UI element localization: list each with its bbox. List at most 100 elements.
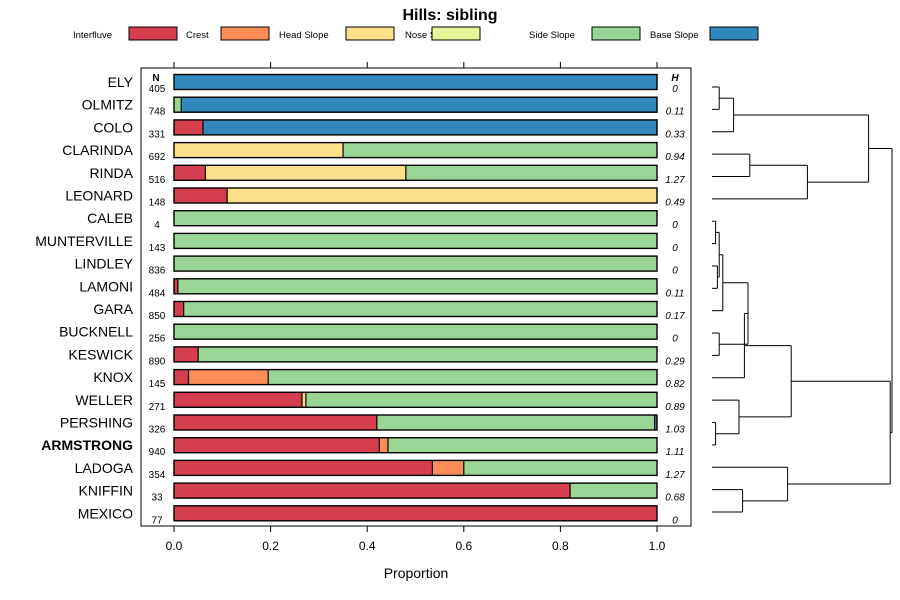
bar-segment-head-slope: [227, 188, 657, 203]
row-ladoga: LADOGA 354 1.27: [75, 459, 685, 481]
row-olmitz: OLMITZ 748 0.11: [82, 96, 684, 118]
chart-title: Hills: sibling: [402, 7, 497, 24]
n-value: 271: [149, 402, 166, 413]
n-value: 354: [149, 470, 166, 481]
legend: Interfluve Crest Head Slope Nose Slope Side …: [73, 26, 759, 41]
bar-outline: [173, 119, 658, 136]
n-value: 148: [149, 198, 166, 209]
category-label: OLMITZ: [82, 97, 134, 113]
row-gara: GARA 850 0.17: [93, 300, 685, 322]
legend-swatch-nose-slope: [431, 26, 481, 41]
legend-label-crest: Crest: [186, 30, 209, 41]
bar-segment-side-slope: [198, 346, 657, 362]
row-rinda: RINDA 516 1.27: [89, 164, 685, 186]
x-axis-label: Proportion: [384, 565, 449, 581]
row-pershing: PERSHING 326 1.03: [60, 414, 685, 436]
legend-swatch-side-slope: [591, 26, 641, 41]
h-value: 0.49: [665, 198, 685, 209]
bar-segment-crest: [432, 460, 464, 476]
bar-segment-side-slope: [387, 437, 657, 453]
category-label: BUCKNELL: [59, 324, 133, 340]
row-bucknell: BUCKNELL 256 0: [59, 323, 678, 345]
row-knox: KNOX 145 0.82: [93, 368, 685, 390]
row-mexico: MEXICO 77 0: [78, 505, 678, 526]
bar-outline: [173, 346, 658, 363]
bar-outline: [173, 232, 658, 250]
bar-segment-side-slope: [305, 392, 657, 408]
h-value: 1.27: [665, 470, 685, 481]
h-value: 1.11: [666, 447, 685, 458]
category-label: MUNTERVILLE: [35, 233, 133, 249]
h-value: 0.29: [665, 356, 685, 367]
h-value: 0.11: [666, 288, 685, 299]
category-label: COLO: [93, 119, 133, 135]
category-label: KNOX: [93, 369, 133, 385]
bar-segment-interfluve: [174, 278, 178, 294]
bar-outline: [173, 323, 658, 340]
bar-outline: [173, 437, 658, 454]
n-column-header: N: [152, 73, 159, 84]
h-value: 0: [672, 84, 678, 95]
category-label: KNIFFIN: [79, 483, 133, 499]
h-value: 0: [672, 266, 678, 277]
category-label: CALEB: [87, 210, 133, 226]
category-label: LAMONI: [79, 278, 133, 294]
bar-outline: [173, 482, 658, 499]
row-ely: ELY 405 0: [108, 73, 678, 95]
bar-segment-interfluve: [174, 165, 206, 181]
category-label: ELY: [108, 74, 134, 90]
bar-outline: [173, 73, 658, 91]
n-value: 326: [149, 425, 166, 436]
n-value: 143: [149, 243, 166, 254]
n-value: 890: [149, 356, 166, 367]
bar-segment-side-slope: [174, 233, 657, 249]
bar-outline: [173, 459, 658, 477]
h-value: 0: [672, 220, 678, 231]
h-value: 0.17: [665, 311, 685, 322]
legend-label-head-slope: Head Slope: [279, 30, 329, 41]
row-lindley: LINDLEY 836 0: [75, 255, 678, 277]
n-value: 331: [149, 129, 166, 140]
bar-outline: [173, 255, 658, 272]
category-label: MEXICO: [78, 505, 133, 521]
n-value: 850: [149, 311, 166, 322]
h-column-header: H: [671, 73, 679, 84]
bar-segment-base-slope: [181, 97, 657, 113]
n-value: 748: [149, 107, 166, 118]
x-axis: 0.0 0.2 0.4 0.6 0.8 1.0: [166, 62, 666, 553]
bar-outline: [173, 164, 658, 182]
row-weller: WELLER 271 0.89: [75, 391, 685, 413]
legend-swatch-interfluve: [128, 26, 178, 41]
category-label: LINDLEY: [75, 256, 134, 272]
legend-label-side-slope: Side Slope: [529, 30, 575, 41]
bar-segment-side-slope: [174, 97, 182, 113]
bar-segment-interfluve: [174, 437, 380, 453]
dendrogram: [712, 86, 893, 513]
row-keswick: KESWICK 890 0.29: [68, 346, 685, 367]
category-label: CLARINDA: [62, 142, 133, 158]
n-value: 836: [149, 266, 166, 277]
bar-segment-interfluve: [174, 119, 203, 135]
h-value: 0.89: [665, 402, 685, 413]
x-tick-label: 0.6: [455, 539, 472, 553]
bar-segment-interfluve: [174, 392, 302, 408]
bar-segment-interfluve: [174, 483, 571, 499]
x-tick-label: 0.8: [552, 539, 569, 553]
category-label: WELLER: [75, 392, 133, 408]
h-value: 0: [672, 515, 678, 526]
n-value: 692: [149, 152, 166, 163]
bar-segment-side-slope: [405, 165, 657, 181]
h-value: 1.27: [665, 175, 685, 186]
h-value: 0: [672, 334, 678, 345]
category-label: LEONARD: [65, 188, 133, 204]
bar-outline: [173, 278, 658, 295]
legend-label-nose-slope: Nose Slope: [405, 30, 454, 41]
bar-segment-base-slope: [654, 415, 657, 430]
bar-segment-side-slope: [174, 256, 657, 272]
bar-segment-side-slope: [174, 324, 657, 340]
bar-outline: [173, 300, 658, 318]
legend-label-interfluve: Interfluve: [73, 30, 112, 41]
bar-segment-base-slope: [202, 119, 658, 135]
bar-segment-crest: [379, 437, 388, 453]
x-tick-label: 1.0: [649, 539, 666, 553]
